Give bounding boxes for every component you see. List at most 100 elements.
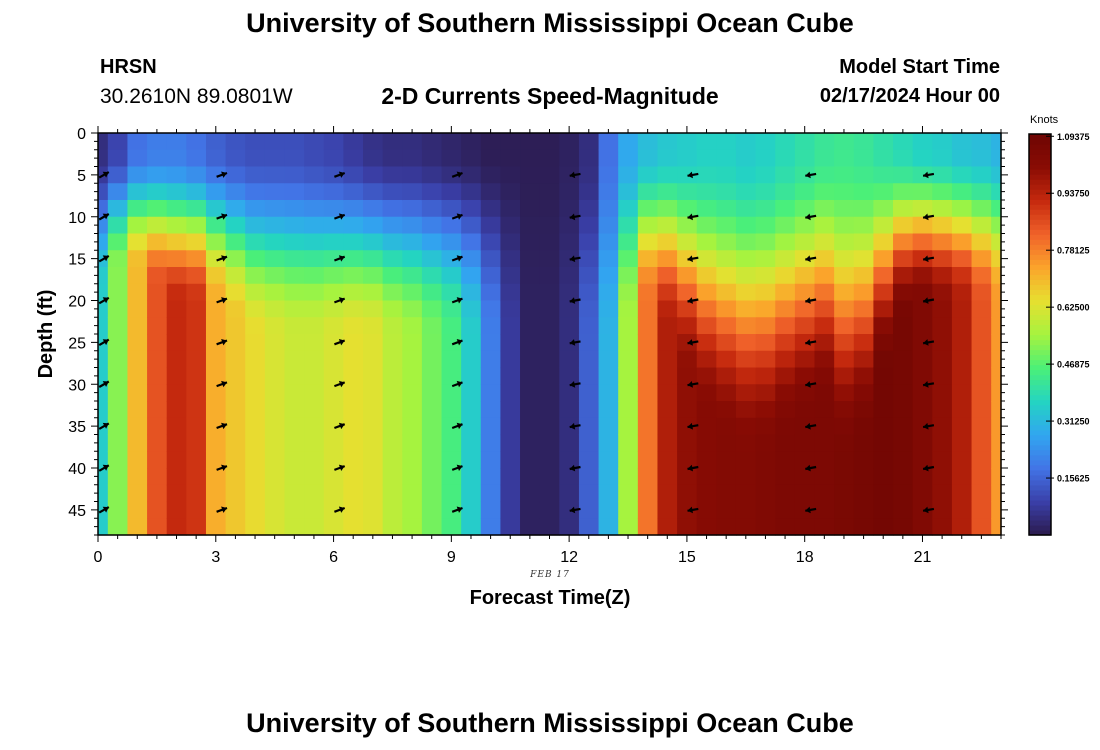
heatmap-cell bbox=[853, 283, 874, 302]
heatmap-cell bbox=[834, 233, 855, 251]
heatmap-cell bbox=[539, 518, 560, 536]
heatmap-cell bbox=[637, 350, 659, 369]
heatmap-cell bbox=[775, 149, 796, 168]
heatmap-cell bbox=[363, 334, 384, 352]
heatmap-cell bbox=[951, 300, 973, 318]
heatmap-cell bbox=[657, 401, 678, 419]
heatmap-cell bbox=[343, 166, 364, 184]
heatmap-cell bbox=[363, 350, 384, 369]
heatmap-cell bbox=[735, 300, 757, 318]
heatmap-cell bbox=[245, 250, 266, 268]
heatmap-cell bbox=[971, 468, 992, 486]
heatmap-cell bbox=[893, 401, 914, 419]
heatmap-cell bbox=[304, 317, 325, 335]
heatmap-cell bbox=[657, 350, 678, 369]
heatmap-cell bbox=[696, 451, 717, 469]
heatmap-cell bbox=[971, 501, 992, 519]
colorbar-segment bbox=[1029, 449, 1051, 456]
heatmap-cell bbox=[323, 300, 344, 318]
heatmap-cell bbox=[245, 149, 266, 168]
heatmap-cell bbox=[343, 216, 364, 235]
heatmap-cell bbox=[657, 501, 678, 519]
heatmap-cell bbox=[402, 216, 423, 235]
heatmap-cell bbox=[716, 501, 737, 519]
heatmap-cell bbox=[304, 200, 325, 218]
heatmap-cell bbox=[696, 384, 717, 402]
colorbar-segment bbox=[1029, 239, 1051, 245]
heatmap-cell bbox=[461, 484, 482, 503]
current-arrow bbox=[922, 171, 935, 179]
heatmap-cell bbox=[461, 367, 482, 385]
colorbar-segment bbox=[1029, 429, 1051, 436]
heatmap-cell bbox=[559, 518, 580, 536]
heatmap-cell bbox=[343, 283, 364, 302]
heatmap-cell bbox=[166, 317, 187, 335]
heatmap-cell bbox=[618, 501, 639, 519]
model-start-value: 02/17/2024 Hour 00 bbox=[819, 85, 1000, 107]
heatmap-cell bbox=[98, 233, 109, 251]
heatmap-cell bbox=[480, 216, 502, 235]
heatmap-cell bbox=[441, 434, 462, 452]
heatmap-cell bbox=[520, 300, 541, 318]
heatmap-cell bbox=[107, 417, 129, 436]
heatmap-cell bbox=[912, 166, 933, 184]
current-arrow bbox=[98, 506, 110, 514]
heatmap-cell bbox=[284, 250, 305, 268]
heatmap-cell bbox=[951, 401, 973, 419]
heatmap-cell bbox=[539, 451, 560, 469]
heatmap-cell bbox=[520, 149, 541, 168]
heatmap-cell bbox=[205, 283, 227, 302]
heatmap-cell bbox=[147, 317, 168, 335]
heatmap-cell bbox=[755, 300, 776, 318]
heatmap-cell bbox=[205, 350, 227, 369]
heatmap-cell bbox=[893, 518, 914, 536]
current-arrow bbox=[687, 297, 699, 304]
heatmap-cell bbox=[264, 166, 286, 184]
heatmap-cell bbox=[657, 233, 678, 251]
heatmap-cell bbox=[245, 384, 266, 402]
current-arrow bbox=[805, 464, 817, 472]
heatmap-cell bbox=[186, 216, 207, 235]
heatmap-cell bbox=[696, 166, 717, 184]
heatmap-cell bbox=[363, 250, 384, 268]
current-arrow bbox=[922, 213, 935, 221]
heatmap-cells bbox=[98, 133, 1002, 536]
heatmap-cell bbox=[578, 233, 600, 251]
current-arrow bbox=[98, 254, 110, 263]
heatmap-cell bbox=[127, 484, 148, 503]
heatmap-cell bbox=[98, 350, 109, 369]
heatmap-cell bbox=[598, 267, 619, 285]
heatmap-cell bbox=[951, 367, 973, 385]
heatmap-cell bbox=[578, 468, 600, 486]
heatmap-cell bbox=[951, 250, 973, 268]
heatmap-cell bbox=[971, 367, 992, 385]
heatmap-cell bbox=[402, 417, 423, 436]
heatmap-cell bbox=[716, 518, 737, 536]
heatmap-cell bbox=[382, 166, 403, 184]
heatmap-cell bbox=[441, 250, 462, 268]
heatmap-cell bbox=[539, 501, 560, 519]
heatmap-cell bbox=[225, 166, 246, 184]
heatmap-cell bbox=[971, 267, 992, 285]
heatmap-cell bbox=[637, 183, 659, 201]
heatmap-cell bbox=[696, 149, 717, 168]
heatmap-cell bbox=[461, 216, 482, 235]
heatmap-cell bbox=[539, 133, 560, 151]
heatmap-cell bbox=[637, 317, 659, 335]
current-arrow bbox=[451, 297, 463, 304]
heatmap-cell bbox=[755, 267, 776, 285]
heatmap-cell bbox=[971, 133, 992, 151]
heatmap-cell bbox=[716, 149, 737, 168]
heatmap-cell bbox=[264, 149, 286, 168]
heatmap-cell bbox=[775, 300, 796, 318]
heatmap-cell bbox=[971, 434, 992, 452]
heatmap-cell bbox=[893, 317, 914, 335]
heatmap-cell bbox=[893, 384, 914, 402]
heatmap-cell bbox=[873, 417, 894, 436]
heatmap-cell bbox=[441, 501, 462, 519]
heatmap-cell bbox=[186, 434, 207, 452]
colorbar-segment bbox=[1029, 524, 1051, 531]
heatmap-cell bbox=[166, 149, 187, 168]
heatmap-cell bbox=[323, 518, 344, 536]
y-tick-label: 10 bbox=[68, 210, 86, 227]
